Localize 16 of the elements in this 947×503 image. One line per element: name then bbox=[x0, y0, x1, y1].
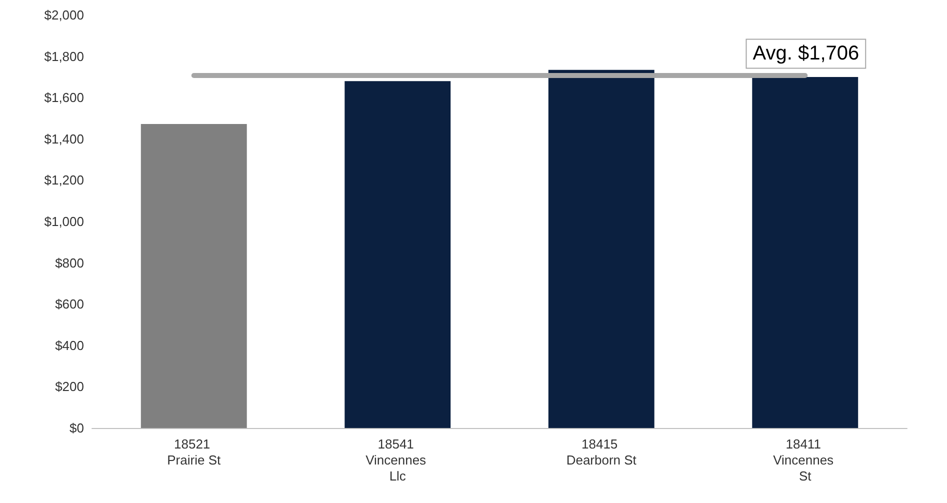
x-tick-label: 18541 Vincennes Llc bbox=[366, 436, 430, 484]
y-tick-label: $800 bbox=[55, 255, 84, 270]
y-tick-label: $400 bbox=[55, 338, 84, 353]
y-tick-label: $1,000 bbox=[44, 214, 84, 229]
x-tick-label: 18411 Vincennes St bbox=[773, 436, 838, 484]
y-tick-label: $0 bbox=[70, 420, 84, 436]
x-tick-label: 18415 Dearborn St bbox=[566, 436, 637, 468]
y-tick-label: $200 bbox=[55, 379, 84, 394]
y-tick-label: $1,400 bbox=[44, 131, 84, 146]
x-tick-label: 18521 Prairie St bbox=[167, 436, 221, 468]
y-tick-label: $2,000 bbox=[44, 8, 84, 22]
y-tick-label: $600 bbox=[55, 296, 84, 312]
y-tick-label: $1,600 bbox=[44, 90, 84, 106]
y-tick-label: $1,800 bbox=[44, 48, 84, 64]
y-tick-label: $1,200 bbox=[44, 172, 84, 188]
ref-line-label: Avg. $1,706 bbox=[752, 42, 860, 65]
